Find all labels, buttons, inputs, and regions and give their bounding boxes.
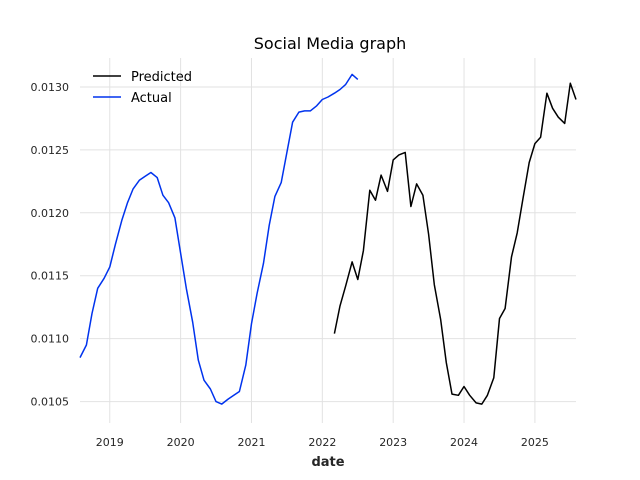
legend-label-actual: Actual: [131, 91, 172, 106]
series-line-actual: [79, 73, 359, 405]
y-tick-label: 0.0130: [31, 81, 70, 94]
legend: Predicted Actual: [93, 70, 192, 106]
legend-label-predicted: Predicted: [131, 70, 192, 85]
series-line-predicted: [333, 82, 577, 405]
y-tick-label: 0.0105: [31, 396, 70, 409]
y-tick-label: 0.0110: [31, 333, 70, 346]
y-tick-label: 0.0125: [31, 144, 70, 157]
x-tick-label: 2025: [521, 436, 549, 449]
y-axis: 0.0105 0.0110 0.0115 0.0120 0.0125 0.0130: [31, 81, 70, 409]
x-axis-label: date: [311, 455, 344, 470]
y-tick-label: 0.0120: [31, 207, 70, 220]
x-tick-label: 2022: [308, 436, 336, 449]
x-axis: 2019 2020 2021 2022 2023 2024 2025: [96, 436, 549, 449]
y-tick-label: 0.0115: [31, 270, 70, 283]
x-tick-label: 2021: [237, 436, 265, 449]
x-tick-label: 2019: [96, 436, 124, 449]
chart-title: Social Media graph: [254, 34, 407, 53]
x-tick-label: 2020: [167, 436, 195, 449]
series-layer: [79, 73, 577, 405]
x-tick-label: 2024: [450, 436, 478, 449]
grid-lines: [80, 58, 576, 423]
x-tick-label: 2023: [379, 436, 407, 449]
